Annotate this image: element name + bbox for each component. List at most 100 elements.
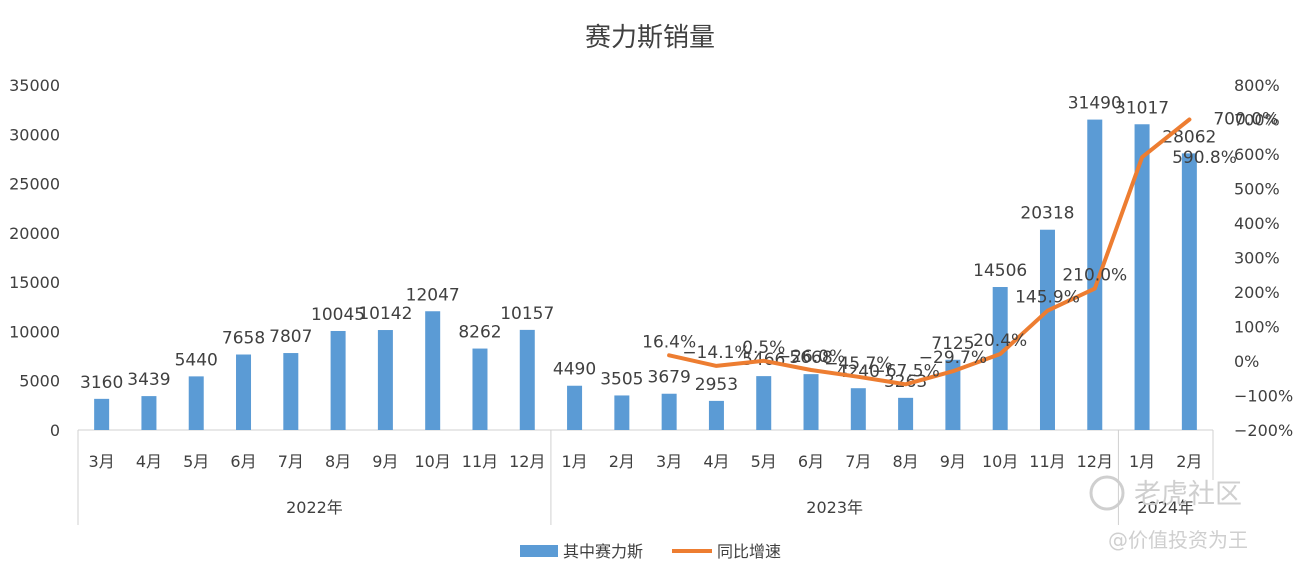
line-value-label: 145.9% <box>1015 288 1080 308</box>
x-tick-label: 3月 <box>656 452 682 471</box>
watermark-brand: 老虎社区 <box>1134 479 1242 510</box>
bar-value-label: 5668 <box>789 348 832 368</box>
bar <box>472 348 488 430</box>
bar-value-label: 7658 <box>222 329 265 349</box>
bar <box>236 354 252 430</box>
bar-value-label: 3679 <box>648 368 691 388</box>
y-left-tick-label: 10000 <box>9 322 60 341</box>
growth-line <box>667 117 1192 387</box>
bar-value-label: 10142 <box>358 304 412 324</box>
y-right-tick-label: 700% <box>1234 111 1280 130</box>
y-left-tick-label: 25000 <box>9 175 60 194</box>
bar <box>519 329 535 430</box>
bar-value-label: 7807 <box>269 327 312 347</box>
bar-value-label: 3263 <box>884 372 927 392</box>
x-tick-label: 7月 <box>278 452 304 471</box>
bar <box>992 287 1008 430</box>
bar-value-label: 7125 <box>931 334 974 354</box>
watermark-logo-icon <box>1089 475 1125 511</box>
legend-label-line: 同比增速 <box>717 542 781 561</box>
legend-label-bar: 其中赛力斯 <box>563 542 643 561</box>
bar <box>850 388 866 430</box>
line-value-label: −45.7% <box>824 354 892 374</box>
bar-value-label: 2953 <box>695 375 738 395</box>
x-tick-label: 9月 <box>940 452 966 471</box>
bar-value-label: 8262 <box>458 323 501 343</box>
y-right-tick-label: 500% <box>1234 180 1280 199</box>
x-tick-label: 9月 <box>372 452 398 471</box>
watermark-handle: @价值投资为王 <box>1108 528 1248 552</box>
line-value-label: −67.5% <box>871 361 939 381</box>
bar-value-label: 4490 <box>553 360 596 380</box>
bar <box>567 385 583 430</box>
line-value-label: 210.0% <box>1062 266 1127 286</box>
legend-swatch-bar <box>520 545 558 557</box>
bar-value-label: 31490 <box>1068 94 1122 114</box>
x-tick-label: 8月 <box>893 452 919 471</box>
x-tick-label: 2月 <box>609 452 635 471</box>
group-label: 2023年 <box>806 498 863 517</box>
bar <box>188 376 204 430</box>
x-tick-label: 10月 <box>982 452 1018 471</box>
line-value-label: 700.0% <box>1213 110 1278 130</box>
bar <box>283 353 299 430</box>
line-value-label: 16.4% <box>642 332 696 352</box>
x-tick-label: 4月 <box>136 452 162 471</box>
bar-value-label: 20318 <box>1020 204 1074 224</box>
x-tick-label: 2月 <box>1176 452 1202 471</box>
y-right-tick-label: 800% <box>1234 76 1280 95</box>
x-tick-label: 6月 <box>230 452 256 471</box>
y-right-tick-label: −200% <box>1234 421 1293 440</box>
bar <box>377 330 393 430</box>
bar <box>945 359 961 430</box>
bar-value-label: 12047 <box>406 285 460 305</box>
x-tick-label: 4月 <box>703 452 729 471</box>
bar-value-label: 3505 <box>600 369 643 389</box>
chart-title: 赛力斯销量 <box>585 23 715 53</box>
bar-value-label: 14506 <box>973 261 1027 281</box>
bar-value-label: 10157 <box>500 304 554 324</box>
y-right-tick-label: −100% <box>1234 387 1293 406</box>
y-right-tick-label: 600% <box>1234 145 1280 164</box>
y-right-tick-label: 0% <box>1234 352 1259 371</box>
y-right-tick-label: 300% <box>1234 249 1280 268</box>
bar <box>708 400 724 430</box>
line-value-label: 0.5% <box>742 338 785 358</box>
line-value-label: −26.0% <box>777 347 845 367</box>
y-left-tick-label: 5000 <box>19 372 60 391</box>
y-left-tick-label: 15000 <box>9 273 60 292</box>
x-tick-label: 5月 <box>751 452 777 471</box>
y-left-tick-label: 20000 <box>9 224 60 243</box>
y-right-tick-label: 200% <box>1234 283 1280 302</box>
y-right-tick-label: 400% <box>1234 214 1280 233</box>
bar-value-label: 31017 <box>1115 98 1169 118</box>
line-value-label: 590.8% <box>1172 148 1237 168</box>
x-tick-label: 11月 <box>1029 452 1065 471</box>
bar <box>803 374 819 430</box>
bar <box>1087 119 1103 430</box>
bar <box>1134 124 1150 431</box>
x-tick-label: 6月 <box>798 452 824 471</box>
x-tick-label: 5月 <box>183 452 209 471</box>
bar <box>661 393 677 430</box>
y-right-tick-label: 100% <box>1234 318 1280 337</box>
bar-value-label: 3160 <box>80 373 123 393</box>
bar-value-label: 28062 <box>1162 127 1216 147</box>
bar-value-label: 3439 <box>127 370 170 390</box>
bar <box>94 398 110 430</box>
x-tick-label: 1月 <box>1129 452 1155 471</box>
line-value-label: −14.1% <box>682 343 750 363</box>
y-left-tick-label: 30000 <box>9 125 60 144</box>
bar <box>898 397 914 430</box>
x-tick-label: 12月 <box>1077 452 1113 471</box>
bar <box>425 311 441 430</box>
x-tick-label: 8月 <box>325 452 351 471</box>
line-value-label: −29.7% <box>919 348 987 368</box>
bar <box>141 396 157 430</box>
bar-value-label: 10045 <box>311 305 365 325</box>
bar <box>614 395 630 430</box>
x-tick-label: 12月 <box>509 452 545 471</box>
bar <box>756 376 772 430</box>
